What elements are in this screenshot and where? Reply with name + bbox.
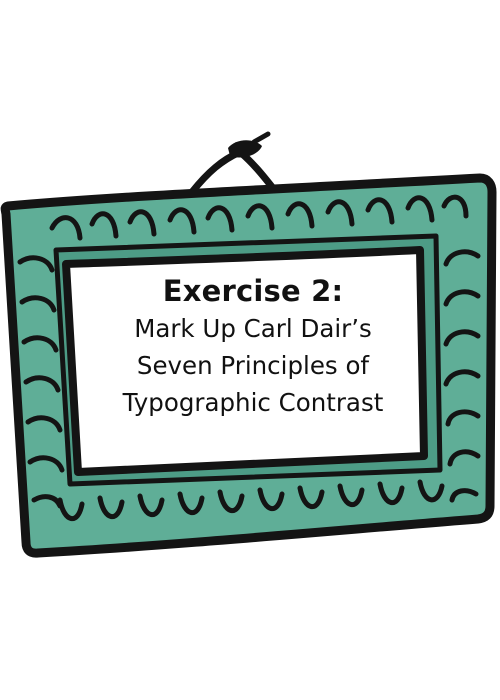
exercise-title: Exercise 2: [162,274,344,308]
frame-decoration-top [49,194,469,241]
exercise-subtitle-line-2: Seven Principles of [136,351,370,380]
frame-decoration-left [17,255,65,509]
exercise-subtitle-line-1: Mark Up Carl Dair’s [134,314,372,343]
exercise-caption: Exercise 2: Mark Up Carl Dair’s Seven Pr… [78,272,428,421]
frame-decoration-right [443,249,481,503]
nail-icon [228,140,262,158]
frame-panel [62,246,428,476]
exercise-subtitle-line-3: Typographic Contrast [122,388,384,417]
